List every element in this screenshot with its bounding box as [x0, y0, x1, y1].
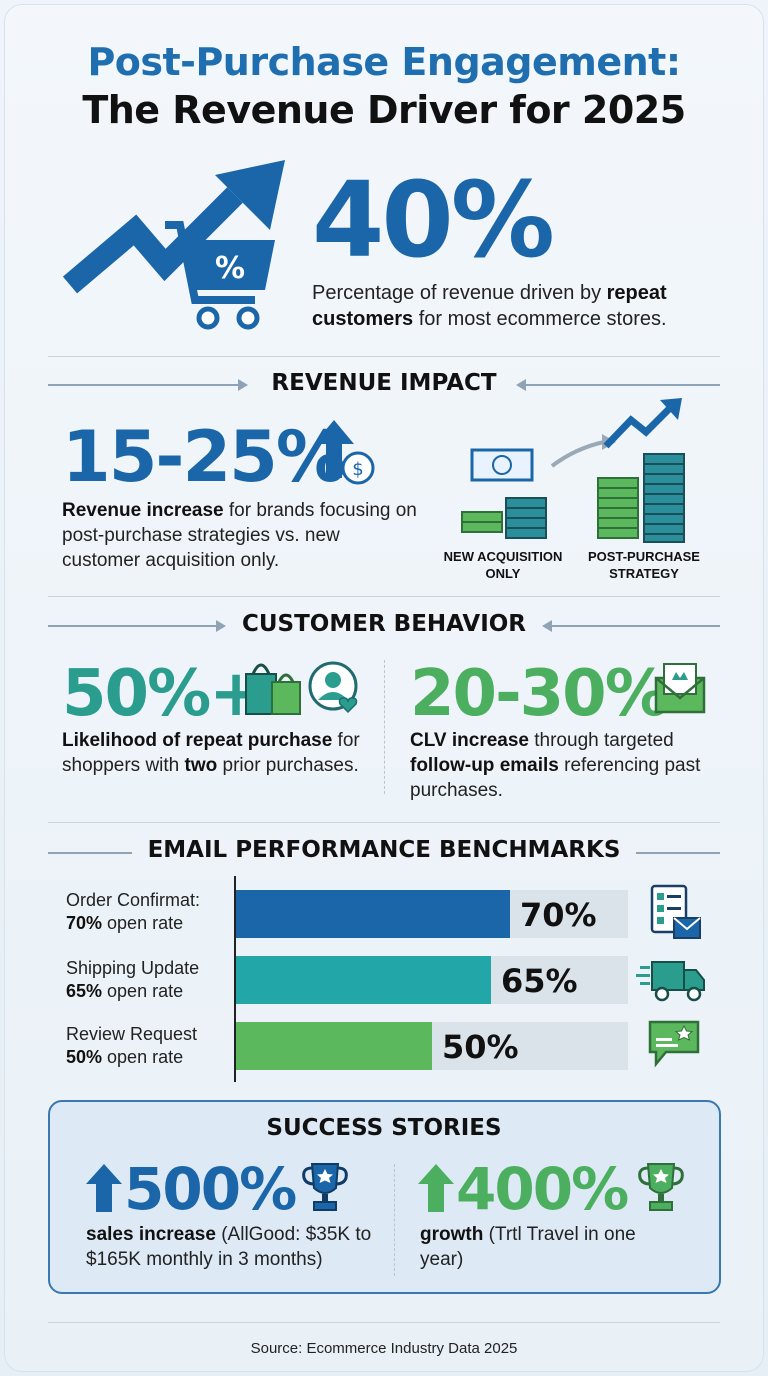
money-comparison-icon: [461, 398, 685, 543]
customer-behavior-heading: CUSTOMER BEHAVIOR: [241, 611, 527, 637]
chart-axis: [234, 876, 236, 1082]
checklist-email-icon: [650, 884, 701, 939]
cart-percent-icon: %: [62, 160, 285, 330]
success-stories-heading: SUCCESS STORIES: [266, 1115, 502, 1141]
growth-arrow-icon: [215, 160, 285, 230]
success-right-value: 400%: [456, 1155, 629, 1223]
revenue-impact-heading: REVENUE IMPACT: [271, 370, 497, 396]
bar-track-order-confirmation: 70%: [236, 890, 628, 938]
trophy-icon: [638, 1163, 684, 1211]
title-line-1: Post-Purchase Engagement:: [87, 40, 681, 84]
hero-description: Percentage of revenue driven by repeat c…: [312, 282, 667, 330]
column-divider: [384, 660, 385, 794]
bar-track-shipping-update: 65%: [236, 956, 628, 1004]
heading-rule-left: [48, 852, 132, 854]
revenue-impact-description: Revenue increase for brands focusing on …: [62, 500, 417, 571]
heading-arrow-right: [552, 625, 720, 627]
heading-arrowhead-right: [542, 620, 552, 632]
trophy-icon: [302, 1163, 348, 1211]
shopping-bags-icon: [245, 663, 301, 715]
bar-value-shipping-update: 65%: [501, 962, 578, 1000]
success-stories-panel: [48, 1100, 721, 1294]
delivery-truck-icon: [636, 961, 705, 1002]
email-benchmarks-heading: EMAIL PERFORMANCE BENCHMARKS: [147, 837, 621, 863]
customer-heart-icon: [308, 661, 358, 714]
success-right-description: growth (Trtl Travel in one year): [420, 1224, 636, 1270]
divider: [48, 356, 720, 357]
divider: [48, 596, 720, 597]
bar-shipping-update: [236, 956, 491, 1004]
heading-arrowhead-left: [216, 620, 226, 632]
bar-value-review-request: 50%: [442, 1028, 519, 1066]
success-left-value: 500%: [124, 1155, 297, 1223]
heading-rule-right: [636, 852, 720, 854]
bar-value-order-confirmation: 70%: [520, 896, 597, 934]
bar-label-shipping-update: Shipping Update 65% open rate: [66, 958, 200, 1001]
up-arrow-icon: [86, 1164, 122, 1212]
review-star-chat-icon: [648, 1020, 700, 1068]
heading-arrowhead-right: [516, 379, 526, 391]
revenue-impact-value: 15-25%: [62, 416, 346, 498]
up-arrow-icon: [418, 1164, 454, 1212]
dollar-up-icon: $: [314, 420, 375, 485]
clv-increase-description: CLV increase through targeted follow-up …: [410, 730, 701, 801]
bar-label-order-confirmation: Order Confirmat: 70% open rate: [66, 890, 201, 933]
heading-arrow-left: [48, 384, 238, 386]
hero-value: 40%: [312, 159, 555, 281]
bar-track-review-request: 50%: [236, 1022, 628, 1070]
svg-text:%: %: [215, 251, 245, 286]
repeat-purchase-value: 50%+: [62, 657, 263, 731]
label-new-acquisition: NEW ACQUISITION ONLY: [443, 549, 563, 581]
bar-label-review-request: Review Request 50% open rate: [66, 1024, 198, 1067]
heading-arrowhead-left: [238, 379, 248, 391]
repeat-purchase-description: Likelihood of repeat purchase for shoppe…: [62, 730, 360, 776]
divider: [48, 822, 720, 823]
heading-arrow-right: [526, 384, 720, 386]
bar-review-request: [236, 1022, 432, 1070]
label-post-purchase: POST-PURCHASE STRATEGY: [588, 549, 700, 581]
clv-increase-value: 20-30%: [410, 657, 669, 731]
heading-arrow-left: [48, 625, 216, 627]
column-divider: [394, 1164, 395, 1276]
source-note: Source: Ecommerce Industry Data 2025: [250, 1340, 518, 1357]
success-left-description: sales increase (AllGood: $35K to $165K m…: [86, 1224, 372, 1270]
email-envelope-icon: [654, 663, 706, 714]
bar-order-confirmation: [236, 890, 510, 938]
divider: [48, 1322, 720, 1323]
title-line-2: The Revenue Driver for 2025: [82, 88, 686, 132]
svg-text:$: $: [352, 459, 363, 480]
